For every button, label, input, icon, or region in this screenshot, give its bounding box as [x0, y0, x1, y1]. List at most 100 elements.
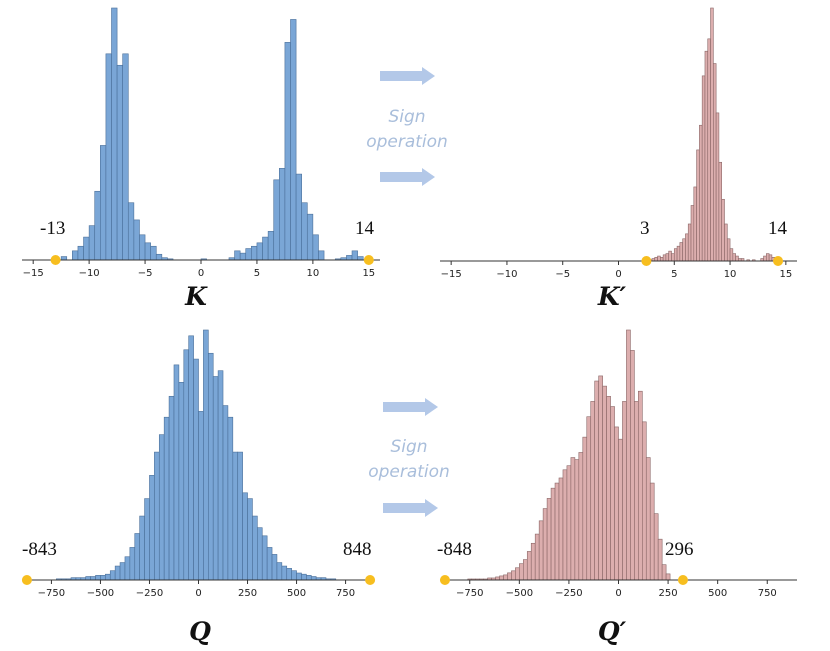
k-prime-bar-21: [704, 50, 709, 262]
k-bar-9: [116, 64, 123, 261]
q-bar-52: [310, 576, 317, 581]
k-bar-8: [111, 7, 118, 261]
arrow-right-icon: [380, 67, 435, 85]
k-tick-label-3: 0: [198, 268, 204, 279]
q-prime-tick-label-5: 500: [708, 588, 727, 599]
k-prime-min-label: 3: [640, 218, 650, 239]
k-bar-36: [318, 250, 325, 261]
k-bar-5: [94, 190, 101, 261]
q-bar-34: [222, 405, 229, 581]
k-bar-35: [312, 234, 319, 261]
k-prime-bar-31: [732, 253, 736, 262]
k-prime-tick-label-4: 5: [671, 269, 677, 280]
q-prime-tick-label-6: 750: [758, 588, 777, 599]
q-prime-tick-label-3: 0: [615, 588, 621, 599]
q-tick-label-3: 0: [195, 588, 201, 599]
k-tick-label-1: −10: [79, 268, 100, 279]
k-prime-bar-28: [724, 223, 728, 262]
q-bar-22: [163, 416, 170, 581]
q-max-label: 848: [343, 539, 372, 560]
panel-q-prime: −750 −500 −250 0 250 500 750 -848 296 Q′: [437, 329, 797, 646]
q-title: Q: [189, 617, 211, 646]
q-bar-47: [286, 568, 292, 581]
k-prime-bar-23: [710, 7, 714, 262]
k-prime-bar-20: [701, 75, 706, 262]
k-bar-6: [100, 145, 107, 261]
k-tick-label-5: 10: [307, 268, 320, 279]
k-prime-bar-24: [713, 63, 717, 262]
k-prime-tick-label-3: 0: [615, 269, 621, 280]
q-prime-bar-34: [602, 385, 607, 581]
q-bar-19: [149, 475, 155, 581]
q-range-marker-0: [21, 575, 32, 585]
q-prime-bar-10: [507, 572, 512, 581]
k-prime-tick-label-6: 15: [779, 269, 792, 280]
k-prime-bar-5: [660, 256, 664, 262]
q-min-label: -843: [22, 539, 57, 560]
q-range-markers: [21, 575, 376, 585]
q-bar-45: [276, 562, 283, 581]
k-prime-range-marker-0: [641, 256, 652, 266]
q-prime-tick-labels: −750 −500 −250 0 250 500 750: [456, 580, 777, 599]
q-bar-33: [217, 370, 224, 581]
q-prime-bar-43: [638, 390, 643, 581]
k-prime-bar-11: [676, 245, 681, 262]
q-bar-26: [183, 349, 189, 581]
q-tick-label-5: 500: [287, 588, 306, 599]
q-prime-bar-12: [515, 567, 520, 581]
k-bar-24: [251, 245, 258, 261]
q-prime-bar-48: [657, 538, 663, 581]
q-prime-bar-41: [630, 350, 635, 581]
sign-operation-bottom: Sign operation: [368, 398, 450, 517]
q-bar-31: [208, 352, 214, 581]
k-bar-7: [105, 53, 112, 261]
k-prime-bar-18: [696, 149, 700, 262]
q-bar-49: [296, 572, 302, 581]
k-prime-bar-17: [693, 186, 697, 262]
q-prime-bar-20: [546, 498, 552, 581]
q-prime-bar-38: [618, 438, 623, 581]
k-bar-33: [301, 202, 308, 261]
q-prime-bar-9: [503, 574, 508, 581]
q-tick-label-1: −500: [87, 588, 114, 599]
q-tick-label-4: 250: [238, 588, 257, 599]
q-prime-bar-23: [558, 477, 564, 581]
k-prime-bar-39: [766, 253, 770, 262]
q-prime-range-marker-0: [439, 575, 450, 585]
k-prime-range-marker-1: [773, 256, 784, 266]
q-prime-bar-33: [598, 375, 603, 581]
q-bar-30: [203, 329, 209, 581]
k-bar-26: [262, 236, 269, 261]
k-bar-30: [284, 42, 291, 261]
q-bar-8: [95, 575, 101, 581]
q-prime-bar-37: [614, 426, 619, 581]
q-prime-bar-30: [586, 416, 592, 581]
k-bar-23: [245, 248, 252, 261]
k-bar-39: [346, 255, 353, 261]
k-bar-22: [239, 252, 247, 261]
k-prime-bar-9: [671, 253, 675, 262]
q-prime-bar-50: [665, 573, 671, 581]
q-bar-17: [139, 515, 145, 581]
k-prime-bar-3: [654, 256, 658, 262]
q-histogram-bars: [56, 329, 337, 581]
q-bar-40: [252, 515, 258, 581]
k-prime-bar-7: [665, 253, 669, 262]
k-prime-bar-40: [768, 254, 773, 262]
q-bar-13: [119, 562, 126, 581]
k-tick-label-6: 15: [362, 268, 375, 279]
k-range-marker-0: [50, 255, 61, 265]
q-prime-tick-label-1: −500: [506, 588, 533, 599]
k-tick-label-0: −15: [23, 268, 44, 279]
q-bar-7: [90, 576, 96, 581]
q-bar-39: [247, 498, 253, 581]
q-prime-bar-25: [566, 465, 572, 581]
q-prime-bar-22: [554, 482, 560, 581]
q-bar-50: [301, 573, 307, 581]
q-prime-bar-32: [594, 380, 599, 581]
q-tick-labels: −750 −500 −250 0 250 500 750: [38, 580, 355, 599]
q-bar-42: [261, 535, 268, 581]
k-bar-16: [155, 253, 163, 261]
q-prime-bar-35: [606, 396, 611, 581]
q-tick-label-0: −750: [38, 588, 65, 599]
